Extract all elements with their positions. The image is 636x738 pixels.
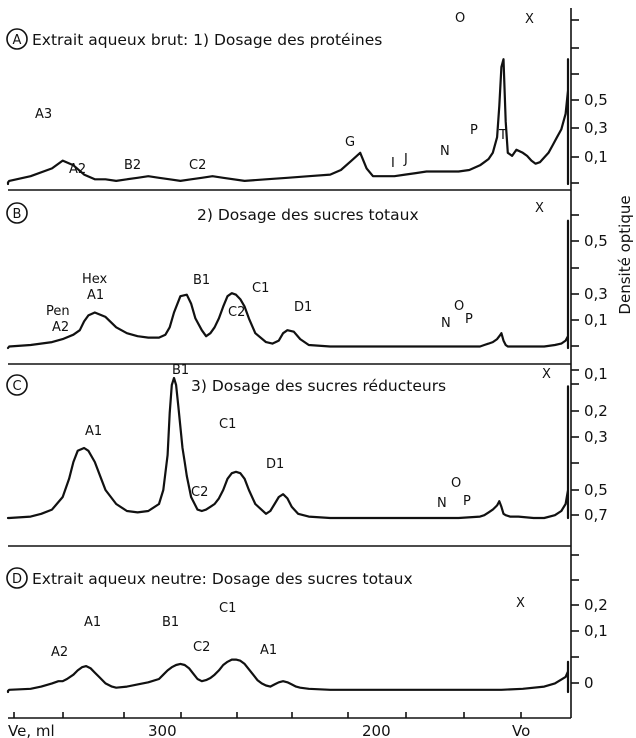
panel-b: B 2) Dosage des sucres totaux 0,5 0,3 0,… xyxy=(6,201,608,350)
panel-c-tick-label-2: 0,3 xyxy=(584,428,608,446)
panel-c-tick-label-1: 0,2 xyxy=(584,402,608,420)
peak-label-x-c: X xyxy=(542,367,551,382)
right-axis-label: Densité optique xyxy=(616,195,634,314)
peak-label-t: T xyxy=(498,128,507,143)
peak-label-c1-d: C1 xyxy=(219,601,236,616)
peak-label-x: X xyxy=(525,12,534,27)
peak-label-c2-b: C2 xyxy=(228,305,245,320)
peak-label-p: P xyxy=(470,123,478,138)
panel-a: A Extrait aqueux brut: 1) Dosage des pro… xyxy=(6,11,608,186)
peak-label-d1: D1 xyxy=(294,300,312,315)
panel-b-peak-labels: Pen A2 Hex A1 B1 C2 C1 D1 N O P X xyxy=(46,201,544,335)
panel-b-trace xyxy=(6,219,570,350)
peak-label-j: J xyxy=(403,152,408,167)
peak-label-b1: B1 xyxy=(193,273,210,288)
peak-label-d1-c: D1 xyxy=(266,457,284,472)
panel-a-letter: A xyxy=(13,33,22,48)
panel-d-letter-circle xyxy=(6,567,28,589)
x-tick-label-200: 200 xyxy=(362,722,391,738)
peak-label-a1-d: A1 xyxy=(84,615,101,630)
peak-label-i: I xyxy=(391,156,395,171)
peak-label-b1-c: B1 xyxy=(172,363,189,378)
panel-a-tick-label-1: 0,3 xyxy=(584,119,608,137)
panel-a-tick-label-0: 0,5 xyxy=(584,91,608,109)
panel-c-tick-label-3: 0,5 xyxy=(584,481,608,499)
peak-label-x-b: X xyxy=(535,201,544,216)
panel-d: D Extrait aqueux neutre: Dosage des sucr… xyxy=(6,554,608,694)
panel-a-letter-circle xyxy=(6,28,28,50)
peak-label-c2: C2 xyxy=(189,158,206,173)
peak-label-c2-d: C2 xyxy=(193,640,210,655)
peak-label-o: O xyxy=(455,11,465,26)
panel-b-letter-circle xyxy=(6,202,28,224)
panel-b-tick-label-0: 0,5 xyxy=(584,232,608,250)
panel-c-peak-labels: A1 B1 C2 C1 D1 N O P X xyxy=(85,363,551,511)
peak-label-a1-d2: A1 xyxy=(260,643,277,658)
panel-c-tick-label-4: 0,7 xyxy=(584,506,608,524)
peak-label-n-c: N xyxy=(437,496,447,511)
panel-b-tick-label-2: 0,1 xyxy=(584,311,608,329)
panel-d-trace xyxy=(6,658,570,694)
x-tick-label-300: 300 xyxy=(148,722,177,738)
panel-c-trace xyxy=(6,376,570,520)
peak-label-a1-b: A1 xyxy=(87,288,104,303)
peak-label-o-c: O xyxy=(451,476,461,491)
panel-d-title: Extrait aqueux neutre: Dosage des sucres… xyxy=(32,570,413,588)
peak-label-hex-a1: Hex A1 xyxy=(82,272,108,303)
peak-label-n-b: N xyxy=(441,316,451,331)
peak-label-hex: Hex xyxy=(82,272,108,287)
panel-b-ticks: 0,5 0,3 0,1 xyxy=(571,214,608,347)
panel-a-peak-labels: A3 A2 B2 C2 G I J N O P T X xyxy=(35,11,534,177)
panel-a-title: Extrait aqueux brut: 1) Dosage des proté… xyxy=(32,31,382,49)
peak-label-c2-c: C2 xyxy=(191,485,208,500)
panel-d-tick-label-2: 0 xyxy=(584,674,594,692)
panel-c-ticks: 0,1 0,2 0,3 0,5 0,7 xyxy=(571,365,608,524)
peak-label-b2: B2 xyxy=(124,158,141,173)
panel-a-ticks: 0,5 0,3 0,1 xyxy=(571,19,608,184)
peak-label-o-b: O xyxy=(454,299,464,314)
peak-label-pen-a2: Pen A2 xyxy=(46,304,70,335)
panel-b-tick-label-1: 0,3 xyxy=(584,285,608,303)
panel-a-trace xyxy=(6,58,570,186)
panel-d-ticks: 0,2 0,1 0 xyxy=(571,554,608,692)
peak-label-n: N xyxy=(440,144,450,159)
peak-label-c1: C1 xyxy=(252,281,269,296)
panel-d-tick-label-1: 0,1 xyxy=(584,622,608,640)
panel-c-letter: C xyxy=(12,379,21,394)
panel-c: C 3) Dosage des sucres réducteurs 0,1 0,… xyxy=(6,363,608,524)
panel-d-letter: D xyxy=(12,572,22,587)
panel-d-tick-label-0: 0,2 xyxy=(584,596,608,614)
panel-c-title: 3) Dosage des sucres réducteurs xyxy=(191,377,446,395)
peak-label-a2-b: A2 xyxy=(52,320,69,335)
panel-a-tick-label-2: 0,1 xyxy=(584,148,608,166)
peak-label-c1-c: C1 xyxy=(219,417,236,432)
x-axis-label: Ve, ml xyxy=(8,722,55,738)
peak-label-x-d: X xyxy=(516,596,525,611)
peak-label-a3: A3 xyxy=(35,107,52,122)
panel-d-peak-labels: A2 A1 B1 C2 C1 A1 X xyxy=(51,596,525,660)
peak-label-pen: Pen xyxy=(46,304,70,319)
peak-label-p-b: P xyxy=(465,312,473,327)
panel-c-tick-label-0: 0,1 xyxy=(584,365,608,383)
panel-b-title: 2) Dosage des sucres totaux xyxy=(197,206,419,224)
x-axis-ticks: Ve, ml 300 200 Vo xyxy=(8,712,530,738)
peak-label-a2: A2 xyxy=(69,162,86,177)
x-tick-label-vo: Vo xyxy=(512,722,530,738)
panel-b-letter: B xyxy=(13,207,22,222)
peak-label-p-c: P xyxy=(463,494,471,509)
peak-label-a1-c: A1 xyxy=(85,424,102,439)
peak-label-g: G xyxy=(345,135,355,150)
peak-label-a2-d: A2 xyxy=(51,645,68,660)
panel-c-letter-circle xyxy=(6,374,28,396)
peak-label-b1-d: B1 xyxy=(162,615,179,630)
